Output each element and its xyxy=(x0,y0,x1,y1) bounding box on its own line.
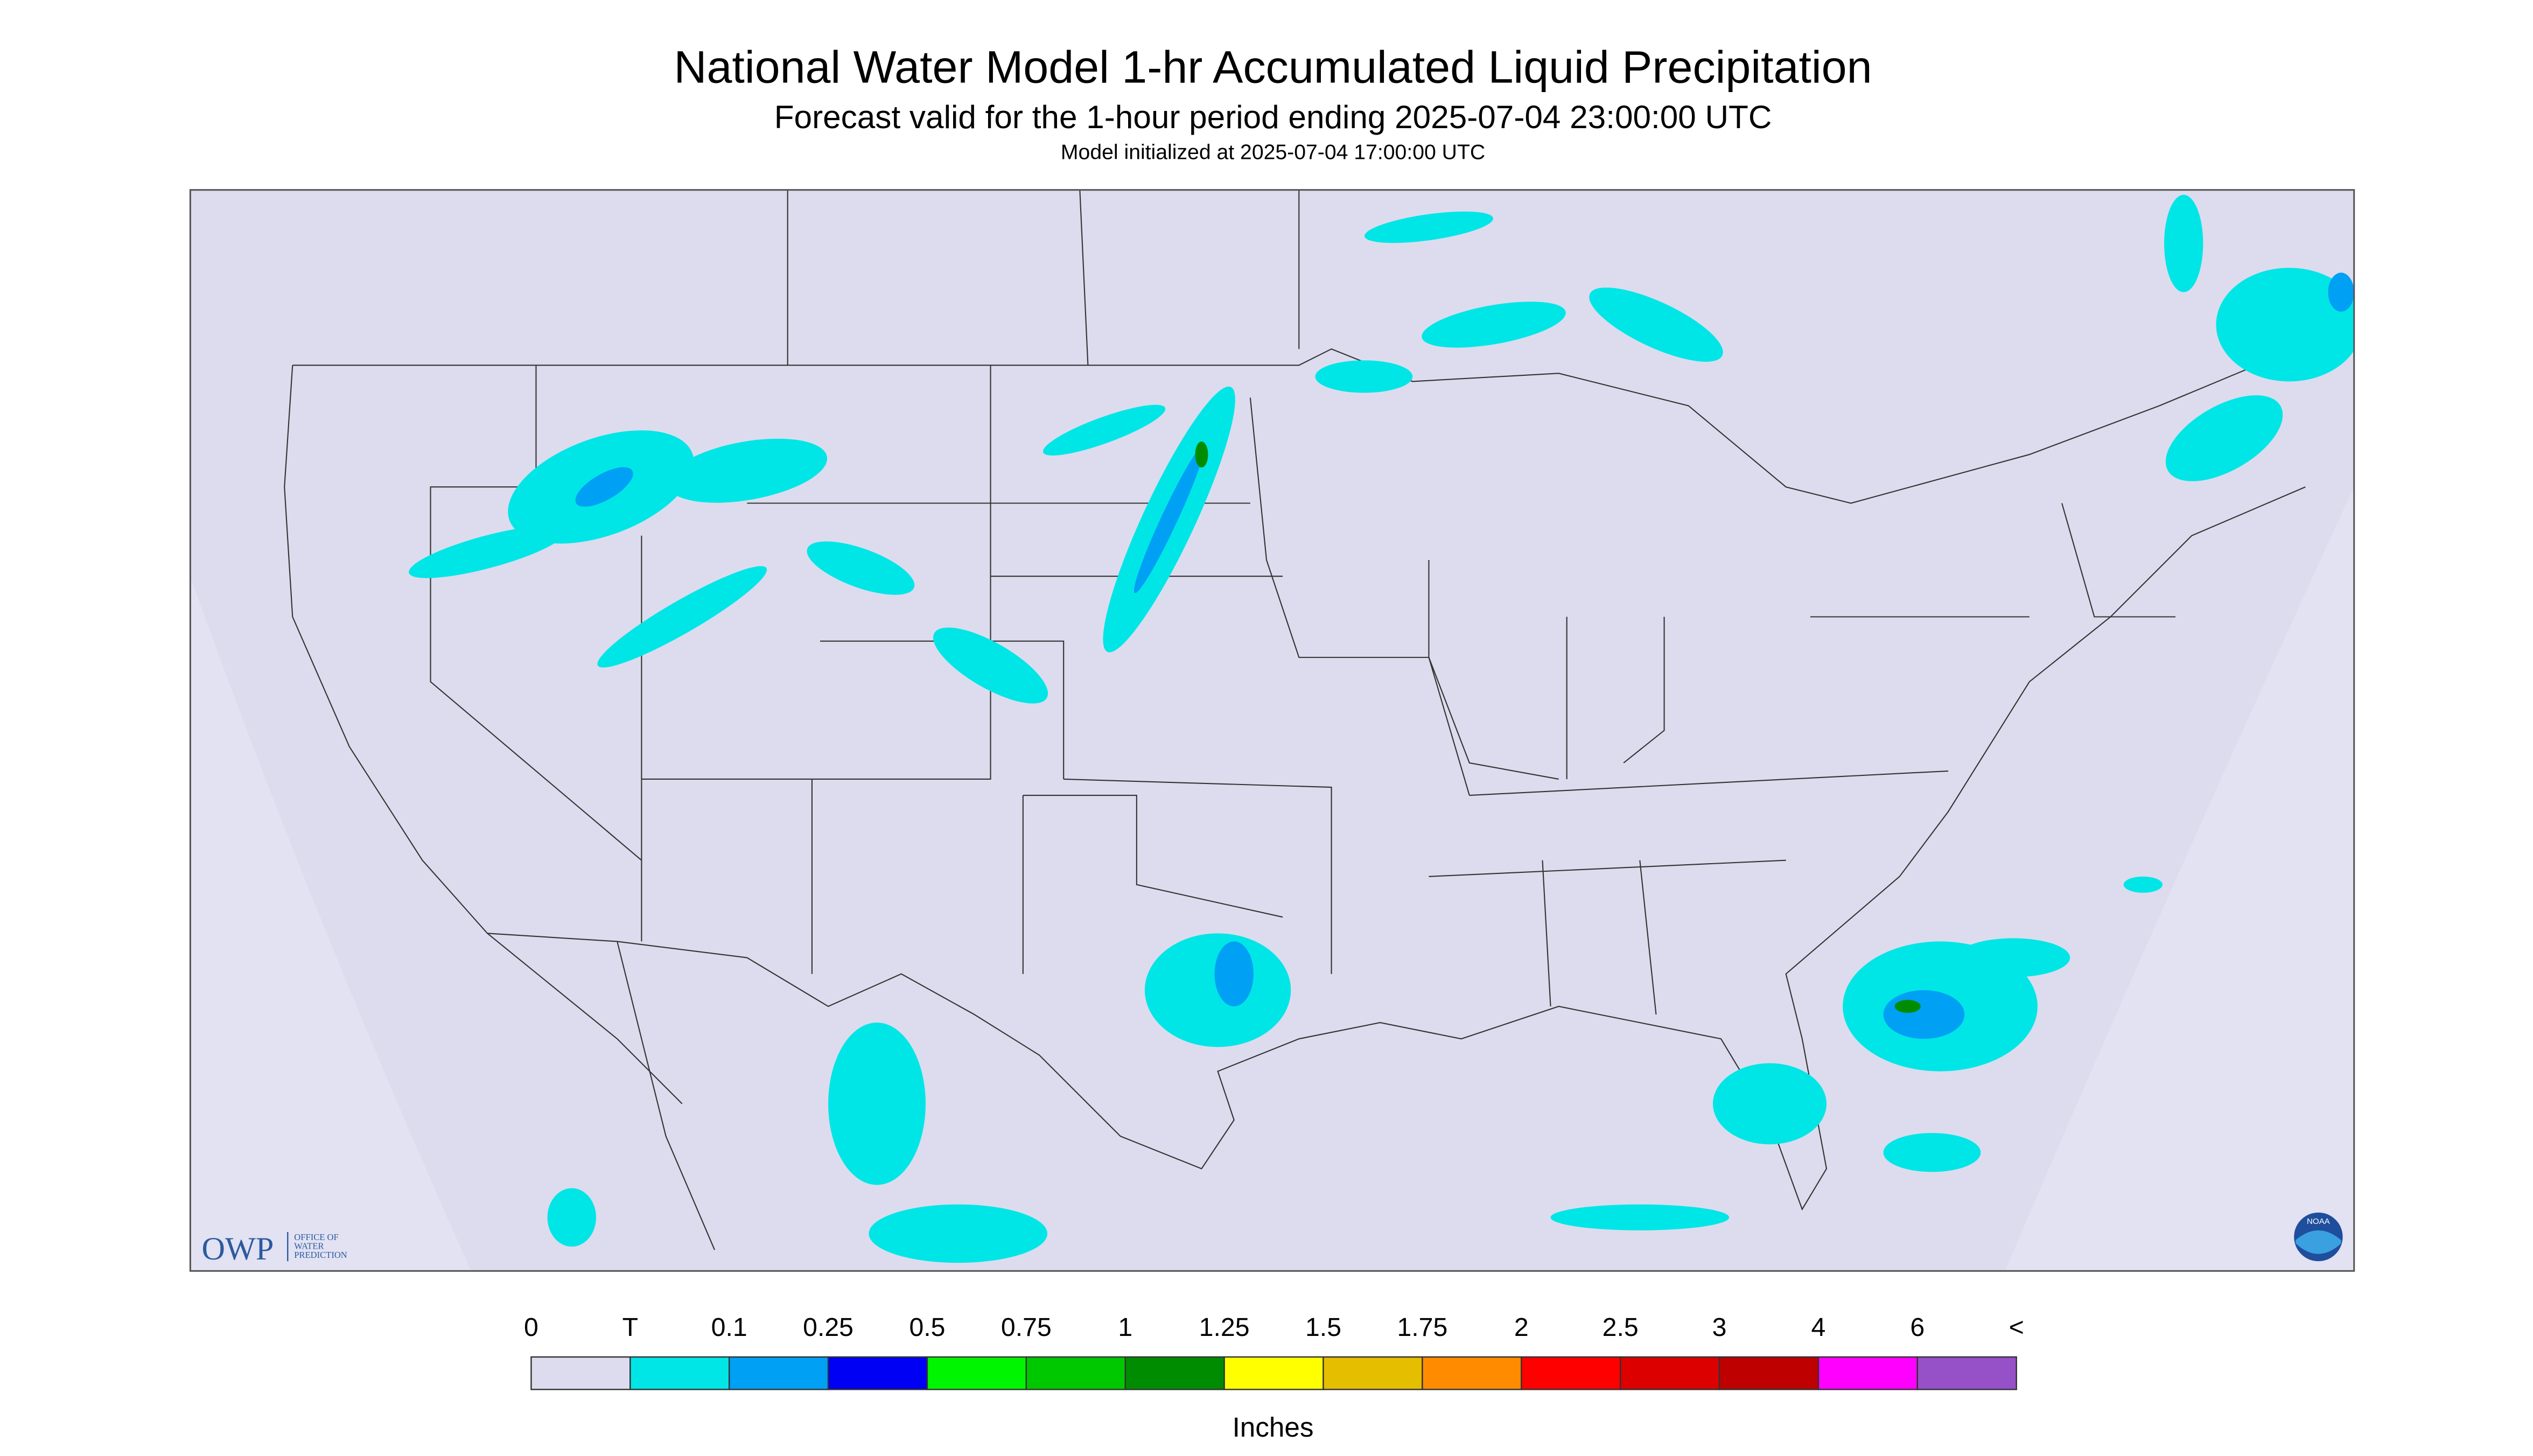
projection-domain xyxy=(190,190,2354,1271)
colorbar-cell xyxy=(1718,1356,1820,1390)
colorbar-cell xyxy=(1817,1356,1919,1390)
colorbar-label: 0.1 xyxy=(711,1313,747,1342)
colorbar-label: 0 xyxy=(524,1313,538,1342)
colorbar-cell xyxy=(1223,1356,1324,1390)
colorbar-label: < xyxy=(2009,1313,2024,1342)
precipitation-moderate xyxy=(575,272,2354,1039)
map-frame xyxy=(189,189,2355,1272)
colorbar-label: 2.5 xyxy=(1603,1313,1639,1342)
colorbar-label: 6 xyxy=(1910,1313,1925,1342)
colorbar-label: T xyxy=(622,1313,638,1342)
colorbar-label: 1.5 xyxy=(1305,1313,1341,1342)
colorbar-label: 1.75 xyxy=(1397,1313,1447,1342)
colorbar-cell xyxy=(1323,1356,1423,1390)
colorbar-label: 0.25 xyxy=(803,1313,853,1342)
colorbar-cell xyxy=(1124,1356,1225,1390)
colorbar-cell xyxy=(827,1356,928,1390)
colorbar-cell xyxy=(1422,1356,1522,1390)
colorbar-cell xyxy=(926,1356,1027,1390)
colorbar: 0 T 0.1 0.25 0.5 0.75 1 1.25 1.5 1.75 2 2.5 3 4 6 < xyxy=(524,1313,2024,1390)
owp-line: OFFICE OF xyxy=(294,1232,338,1242)
colorbar-label: 0.5 xyxy=(909,1313,945,1342)
owp-line: PREDICTION xyxy=(294,1250,347,1260)
colorbar-label: 1.25 xyxy=(1199,1313,1250,1342)
colorbar-label: 0.75 xyxy=(1001,1313,1052,1342)
owp-line: WATER xyxy=(294,1241,324,1251)
colorbar-label: 3 xyxy=(1712,1313,1727,1342)
colorbar-label: 2 xyxy=(1514,1313,1529,1342)
precipitation-heavy xyxy=(1195,441,1921,1013)
colorbar-cell xyxy=(530,1356,631,1390)
colorbar-cell xyxy=(1521,1356,1621,1390)
subtitle: Forecast valid for the 1-hour period end… xyxy=(774,99,1772,135)
init-note: Model initialized at 2025-07-04 17:00:00… xyxy=(1061,141,1485,164)
colorbar-unit: Inches xyxy=(1233,1412,1314,1443)
colorbar-cell xyxy=(1916,1356,2017,1390)
colorbar-cell xyxy=(629,1356,730,1390)
noaa-logo-wave xyxy=(2296,1230,2341,1254)
owp-logo: OWP xyxy=(201,1231,274,1267)
colorbar-label: 4 xyxy=(1811,1313,1826,1342)
colorbar-cell xyxy=(1025,1356,1126,1390)
colorbar-cell xyxy=(1619,1356,1720,1390)
colorbar-label: 1 xyxy=(1118,1313,1132,1342)
title: National Water Model 1-hr Accumulated Li… xyxy=(674,42,1872,93)
noaa-logo-text: NOAA xyxy=(2307,1217,2331,1226)
colorbar-cell xyxy=(728,1356,829,1390)
